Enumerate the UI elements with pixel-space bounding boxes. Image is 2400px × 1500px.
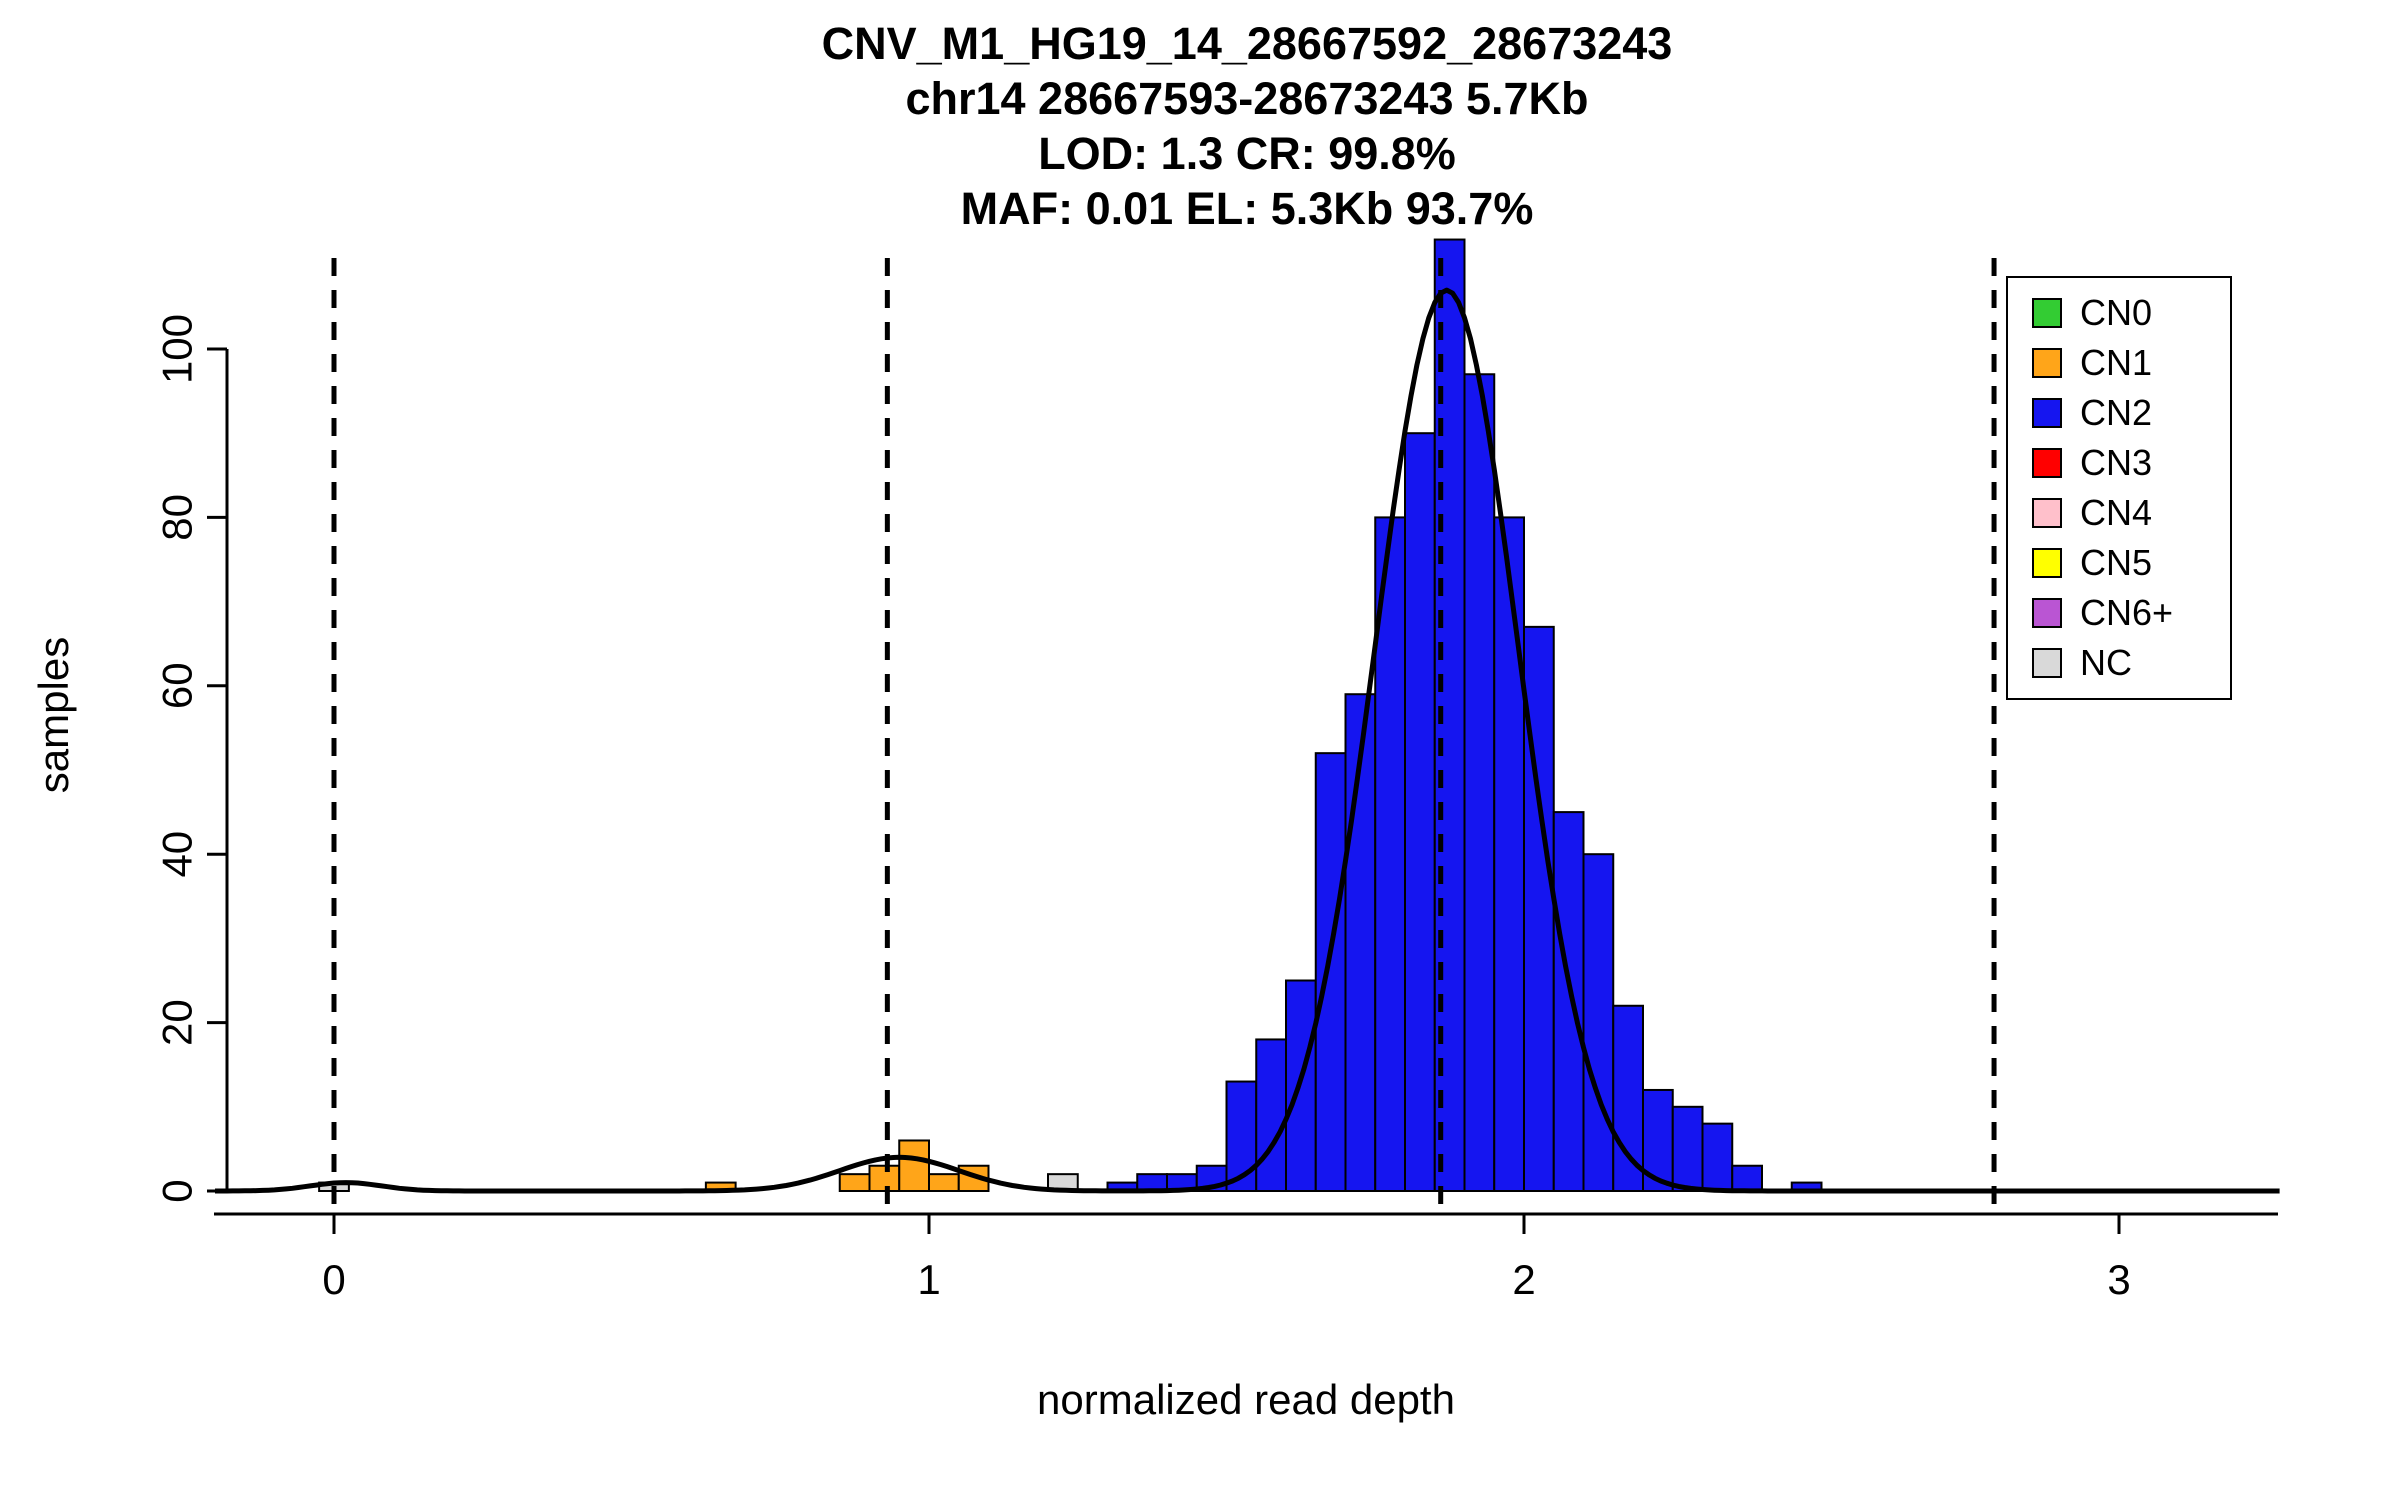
legend-item-cn4: CN4 [2032,488,2230,538]
hist-bar [898,1139,930,1192]
x-tick-label: 2 [1512,1256,1535,1303]
hist-bar [1255,1038,1287,1192]
legend-swatch-cn3 [2032,448,2062,478]
legend-swatch-cn4 [2032,498,2062,528]
y-tick-label: 20 [154,999,201,1046]
y-tick-label: 40 [154,831,201,878]
hist-bar [1493,516,1525,1192]
title-line-4: MAF: 0.01 EL: 5.3Kb 93.7% [960,183,1534,234]
hist-bar [1671,1105,1704,1193]
hist-bar [1731,1164,1763,1192]
x-axis-label: normalized read depth [1037,1376,1455,1423]
legend-swatch-cn1 [2032,348,2062,378]
y-tick-label: 60 [154,662,201,709]
title-line-3: LOD: 1.3 CR: 99.8% [1038,128,1456,179]
title-line-1: CNV_M1_HG19_14_28667592_28673243 [821,18,1673,69]
hist-bar [928,1173,960,1193]
hist-bar [868,1164,901,1192]
legend-item-nc: NC [2032,638,2230,688]
legend: CN0 CN1 CN2 CN3 CN4 CN5 CN6+ NC [2006,276,2232,700]
legend-item-cn6: CN6+ [2032,588,2230,638]
legend-label: CN5 [2080,542,2153,583]
legend-item-cn1: CN1 [2032,338,2230,388]
legend-swatch-cn0 [2032,298,2062,328]
chart-title-block: CNV_M1_HG19_14_28667592_28673243 chr14 2… [214,16,2280,236]
y-tick-label: 0 [154,1179,201,1202]
y-tick-label: 80 [154,494,201,541]
legend-label: NC [2080,642,2132,683]
x-tick-label: 1 [917,1256,940,1303]
hist-bar [1314,752,1347,1192]
legend-swatch-nc [2032,648,2062,678]
legend-swatch-cn5 [2032,548,2062,578]
legend-label: CN1 [2080,342,2153,383]
hist-bar [1374,516,1406,1192]
legend-item-cn0: CN0 [2032,288,2230,338]
legend-label: CN4 [2080,492,2153,533]
hist-bar [1404,432,1436,1192]
legend-label: CN2 [2080,392,2153,433]
x-tick-label: 0 [322,1256,345,1303]
legend-label: CN6+ [2080,592,2174,633]
y-axis-label: samples [30,636,77,794]
x-tick-label: 3 [2107,1256,2130,1303]
legend-label: CN3 [2080,442,2153,483]
hist-bar [838,1173,871,1193]
legend-item-cn2: CN2 [2032,388,2230,438]
title-line-2: chr14 28667593-28673243 5.7Kb [905,73,1589,124]
legend-item-cn5: CN5 [2032,538,2230,588]
hist-bar [1552,811,1585,1192]
legend-swatch-cn2 [2032,398,2062,428]
legend-label: CN0 [2080,292,2153,333]
legend-item-cn3: CN3 [2032,438,2230,488]
hist-bar [1582,853,1615,1192]
y-tick-label: 100 [154,314,201,384]
density-curve [215,287,2280,1194]
hist-bar [1463,373,1496,1192]
hist-bar [1612,1004,1644,1193]
legend-swatch-cn6 [2032,598,2062,628]
hist-bar [1701,1122,1734,1193]
